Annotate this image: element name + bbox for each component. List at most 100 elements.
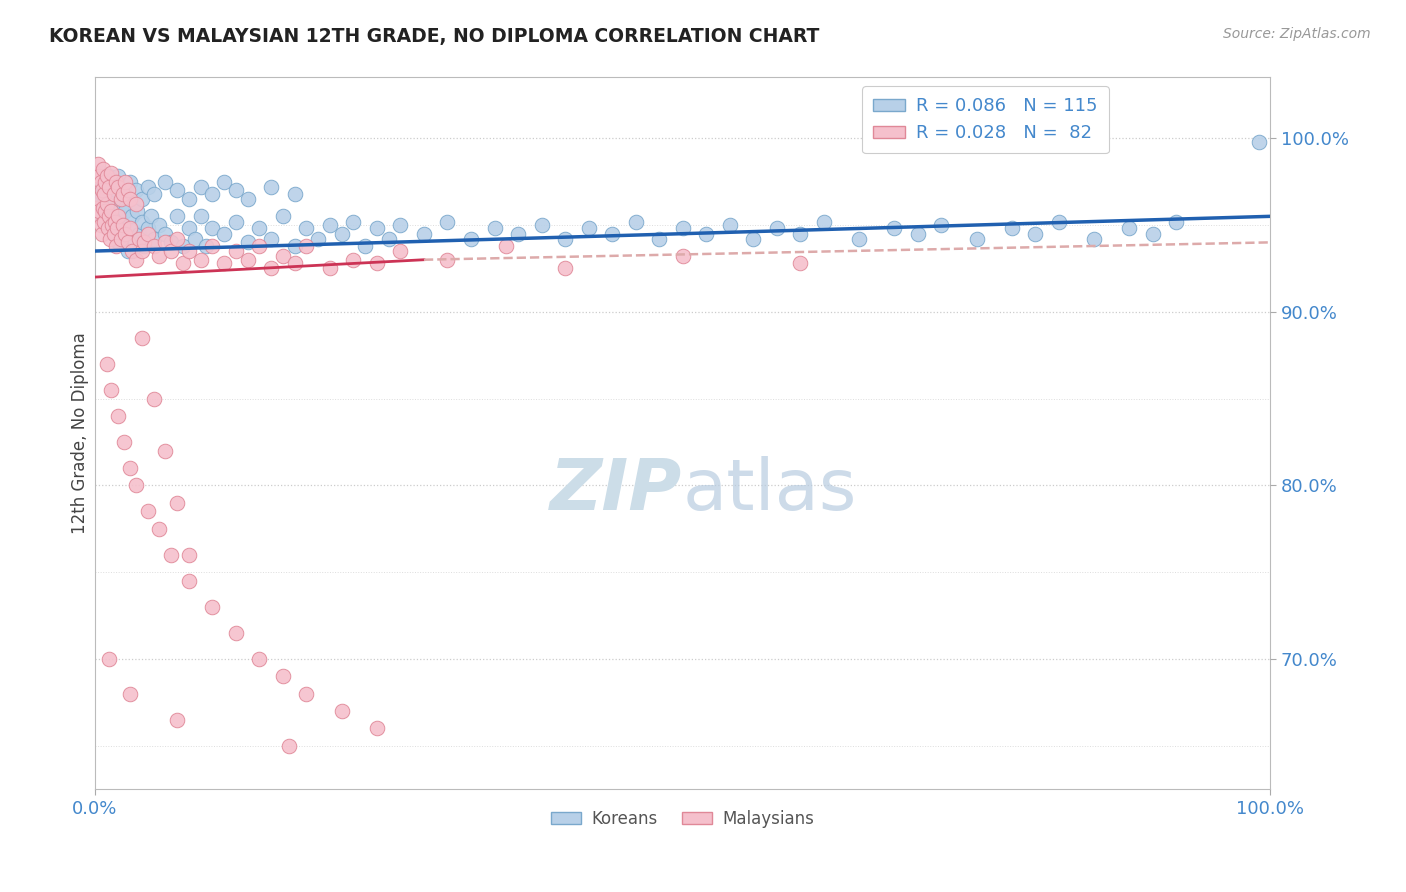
Point [136, 504, 159, 518]
Point [87, 192, 110, 206]
Point [366, 221, 388, 235]
Point [148, 522, 170, 536]
Point [127, 204, 149, 219]
Point [201, 221, 224, 235]
Point [813, 214, 835, 228]
Point [160, 548, 183, 562]
Point [695, 227, 717, 241]
Point [342, 252, 364, 267]
Point [354, 239, 377, 253]
Point [789, 227, 811, 241]
Point [155, 227, 177, 241]
Point [284, 239, 307, 253]
Point [104, 214, 127, 228]
Point [530, 218, 553, 232]
Point [103, 227, 125, 241]
Point [96, 197, 118, 211]
Point [212, 256, 235, 270]
Point [195, 239, 218, 253]
Point [136, 221, 159, 235]
Point [155, 235, 177, 250]
Point [100, 204, 122, 219]
Point [90, 175, 112, 189]
Point [789, 256, 811, 270]
Point [86, 201, 108, 215]
Point [236, 235, 259, 250]
Point [93, 186, 115, 201]
Point [578, 221, 600, 235]
Point [247, 221, 270, 235]
Point [225, 244, 247, 258]
Point [103, 192, 125, 206]
Text: KOREAN VS MALAYSIAN 12TH GRADE, NO DIPLOMA CORRELATION CHART: KOREAN VS MALAYSIAN 12TH GRADE, NO DIPLO… [49, 27, 820, 45]
Point [160, 244, 183, 258]
Point [100, 210, 122, 224]
Point [460, 232, 482, 246]
Point [172, 239, 194, 253]
Point [190, 210, 212, 224]
Point [90, 186, 112, 201]
Point [177, 192, 200, 206]
Point [166, 183, 188, 197]
Point [120, 192, 142, 206]
Point [155, 443, 177, 458]
Point [107, 210, 129, 224]
Point [271, 669, 294, 683]
Point [131, 214, 153, 228]
Point [554, 232, 576, 246]
Point [96, 357, 118, 371]
Point [97, 183, 120, 197]
Point [114, 204, 136, 219]
Point [107, 235, 129, 250]
Point [100, 179, 122, 194]
Point [366, 256, 388, 270]
Point [97, 210, 120, 224]
Point [172, 256, 194, 270]
Point [131, 244, 153, 258]
Point [128, 227, 150, 241]
Point [120, 221, 142, 235]
Point [90, 227, 112, 241]
Point [104, 204, 127, 219]
Point [87, 157, 110, 171]
Point [91, 179, 114, 194]
Point [89, 169, 111, 184]
Point [111, 218, 134, 232]
Point [90, 218, 112, 232]
Point [89, 204, 111, 219]
Point [295, 221, 318, 235]
Point [93, 214, 115, 228]
Point [236, 252, 259, 267]
Point [142, 239, 165, 253]
Point [366, 722, 388, 736]
Point [1166, 214, 1188, 228]
Point [98, 232, 121, 246]
Point [107, 179, 129, 194]
Text: ZIP: ZIP [550, 456, 682, 524]
Point [120, 687, 142, 701]
Point [104, 175, 127, 189]
Point [97, 179, 120, 194]
Point [117, 235, 139, 250]
Point [97, 652, 120, 666]
Point [101, 218, 124, 232]
Point [271, 210, 294, 224]
Point [284, 186, 307, 201]
Point [90, 210, 112, 224]
Point [648, 232, 671, 246]
Point [96, 204, 118, 219]
Point [966, 232, 988, 246]
Point [104, 214, 127, 228]
Point [141, 210, 163, 224]
Point [1024, 227, 1046, 241]
Point [177, 548, 200, 562]
Point [212, 175, 235, 189]
Point [112, 435, 135, 450]
Point [624, 214, 647, 228]
Point [436, 214, 458, 228]
Point [883, 221, 905, 235]
Point [91, 162, 114, 177]
Legend: Koreans, Malaysians: Koreans, Malaysians [544, 803, 821, 834]
Point [330, 704, 353, 718]
Point [495, 239, 517, 253]
